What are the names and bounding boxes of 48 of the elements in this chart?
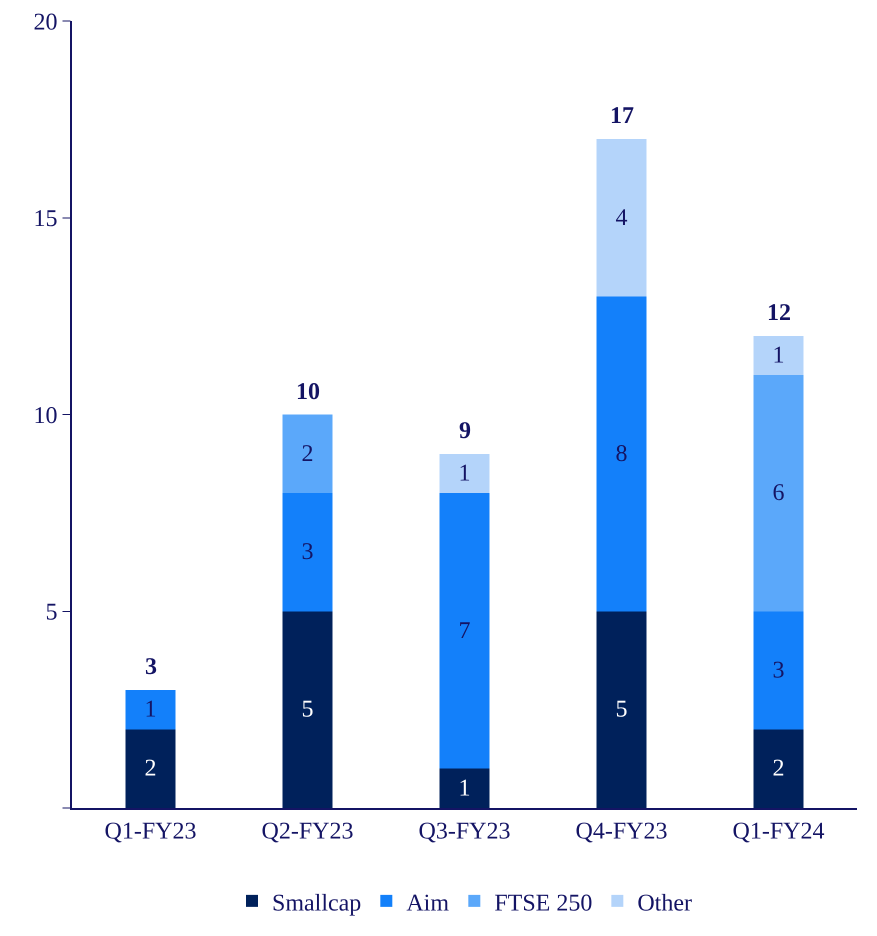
- data-label: 2: [144, 756, 156, 782]
- y-tick-label: 15: [33, 206, 58, 232]
- bar: [753, 336, 804, 376]
- y-tick-label: 10: [33, 402, 58, 429]
- y-tick-label: 20: [33, 9, 58, 36]
- total-label: 9: [459, 418, 471, 444]
- data-label: 6: [772, 480, 784, 506]
- data-label: 5: [302, 696, 314, 723]
- data-label: 1: [144, 696, 156, 723]
- legend-label: FTSE 250: [494, 890, 592, 916]
- bar: [125, 729, 176, 808]
- bar: [596, 611, 647, 808]
- bar: [753, 375, 804, 612]
- x-tick-label: Q2-FY23: [261, 818, 354, 845]
- x-tick-label: Q1-FY24: [732, 818, 825, 845]
- x-tick-label: Q1-FY23: [104, 818, 197, 845]
- total-label: 10: [296, 379, 320, 405]
- total-label: 17: [610, 103, 634, 129]
- data-label: 2: [772, 756, 784, 782]
- bar: [125, 690, 176, 730]
- data-label: 4: [616, 204, 628, 231]
- bar: [439, 454, 490, 494]
- data-label: 3: [772, 657, 784, 684]
- bar: [596, 296, 647, 612]
- y-tick-label: 5: [45, 600, 58, 626]
- data-label: 8: [616, 440, 628, 467]
- data-label: 3: [302, 539, 314, 566]
- data-label: 1: [458, 460, 470, 487]
- legend-label: Aim: [406, 890, 450, 916]
- bar: [596, 139, 647, 296]
- bar: [439, 768, 490, 808]
- data-label: 2: [302, 440, 314, 467]
- bar: [439, 493, 490, 769]
- data-label: 1: [772, 342, 784, 368]
- bar: [753, 611, 804, 730]
- x-tick-label: Q3-FY23: [418, 818, 511, 845]
- bar: [282, 611, 333, 808]
- bar: [282, 493, 333, 612]
- data-label: 1: [458, 775, 470, 802]
- bar: [282, 414, 333, 494]
- total-label: 3: [145, 654, 157, 680]
- data-label: 5: [616, 696, 628, 723]
- data-label: 7: [458, 618, 470, 644]
- x-tick-label: Q4-FY23: [575, 818, 668, 845]
- legend-label: Smallcap: [272, 890, 362, 916]
- legend-label: Other: [637, 890, 692, 916]
- total-label: 12: [767, 300, 791, 326]
- bar: [753, 729, 804, 808]
